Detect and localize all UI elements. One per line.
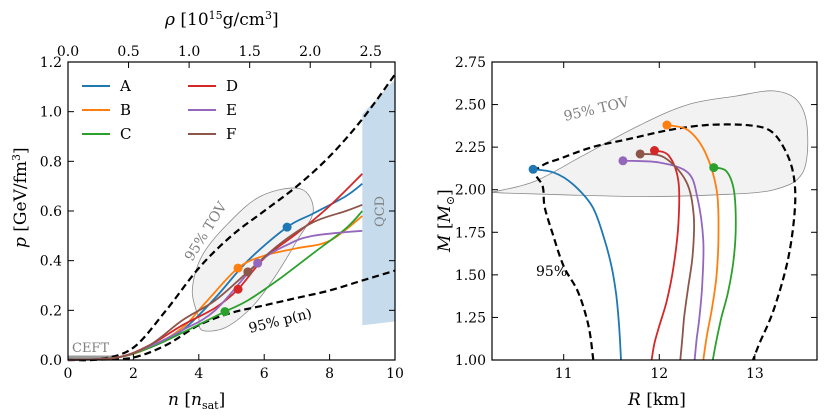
mr-series-marker-C [709,163,719,173]
left-ytick-label: 0.0 [40,353,62,369]
left-xtick-label: 8 [325,366,334,382]
ceft-region [68,355,118,361]
right-ytick-label: 1.50 [455,268,486,284]
left-ytick-label: 1.0 [40,105,62,121]
top-xtick-label: 1.0 [178,44,200,60]
top-xtick-label: 0.5 [117,44,139,60]
tov-region-right [491,90,809,197]
qcd-region [362,79,395,326]
series-marker-F [243,267,253,277]
mr-series-marker-E [618,156,628,166]
legend-label-E: E [226,101,237,119]
band-lower-line [67,269,396,362]
series-marker-C [220,307,230,317]
series-marker-B [233,263,243,273]
right-plot-frame [491,61,818,361]
left-ytick-label: 0.4 [40,254,62,270]
right-ytick-label: 2.75 [455,55,486,71]
mr-series-line-A [532,168,622,361]
tov-label-right: 95% TOV [562,94,631,125]
left-plot-frame [67,61,396,361]
mr-series-marker-B [662,120,672,130]
right-y-label: M [M⊙] [435,189,457,253]
mr-series-line-D [650,149,681,361]
legend-label-D: D [226,77,238,95]
left-ytick-label: 1.2 [40,55,62,71]
right-xtick-label: 13 [746,366,764,382]
right-ytick-label: 1.75 [455,225,486,241]
mr-series-line-E [622,159,705,361]
legend-label-A: A [119,77,131,95]
mr-series-marker-F [635,149,645,159]
mr-band-line [533,123,797,361]
top-xtick-label: 2.5 [360,44,382,60]
series-marker-E [253,258,263,268]
ceft-label: CEFT [72,341,109,356]
qcd-label: QCD [373,196,388,227]
top-xtick-label: 0.0 [57,44,79,60]
mr-series-line-B [666,124,720,361]
legend-label-F: F [226,125,236,143]
mr-series-line-F [640,153,696,361]
left-ytick-label: 0.8 [40,154,62,170]
right-xtick-label: 12 [650,366,668,382]
legend-label-B: B [120,101,131,119]
left-xtick-label: 4 [194,366,203,382]
right-ytick-label: 2.00 [455,183,486,199]
pn-band-label: 95% p(n) [247,306,313,337]
left-xtick-label: 2 [129,366,138,382]
series-line-F [67,203,363,361]
right-xtick-label: 11 [555,366,573,382]
top-x-label: ρ [1015g/cm3] [164,9,279,30]
left-xtick-label: 6 [260,366,269,382]
mr-series-marker-D [650,146,659,156]
band-label-right: 95% [536,264,567,280]
series-marker-D [233,284,243,294]
right-ytick-label: 1.00 [455,353,486,369]
left-ytick-label: 0.2 [40,303,62,319]
left-y-label: p [GeV/fm3] [10,147,31,248]
left-ytick-label: 0.6 [40,204,62,220]
right-ytick-label: 2.50 [455,98,486,114]
left-x-label: n [nsat] [168,390,225,412]
left-xtick-label: 10 [386,366,404,382]
mr-series-marker-A [528,164,538,174]
right-ytick-label: 2.25 [455,140,486,156]
left-panel: 0 2 4 6 8 100.00.20.40.60.81.01.20.0 0.5 1.0 1.5… [10,9,404,412]
left-xtick-label: 0 [64,366,73,382]
right-ytick-label: 1.25 [455,310,486,326]
right-x-label: R [km] [627,390,686,410]
mr-series-line-C [711,166,737,361]
legend: A B C D E F [82,77,238,143]
top-xtick-label: 2.0 [299,44,321,60]
top-xtick-label: 1.5 [239,44,261,60]
series-marker-A [282,222,292,232]
right-panel: 11 12 13 1.00 1.25 1.50 1.75 2.00 2.25 2.50 2.75 9… [435,55,818,410]
legend-label-C: C [120,125,131,143]
band-upper-line [67,73,396,362]
